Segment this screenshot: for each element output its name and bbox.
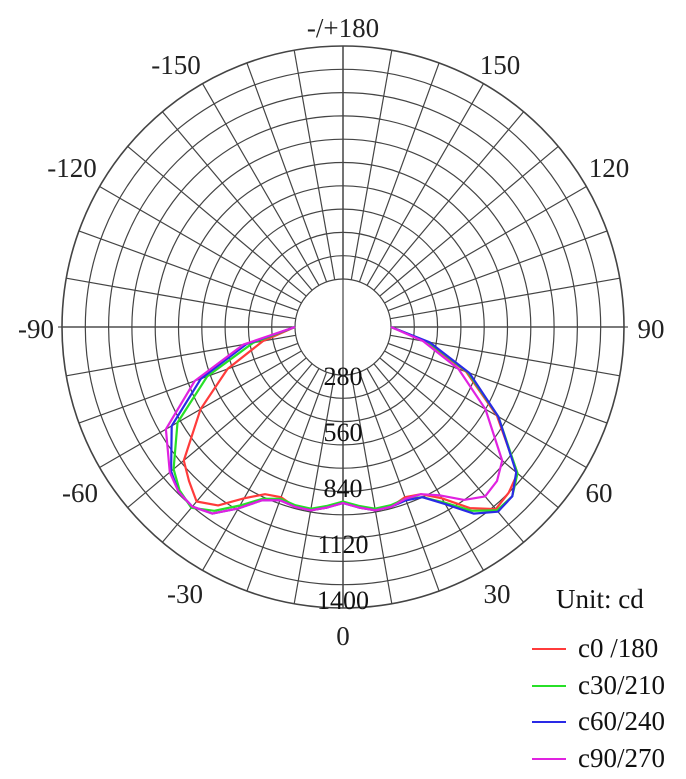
- radial-label-280: 280: [324, 362, 363, 391]
- angle-label-90: 90: [638, 314, 665, 344]
- angle-label-minus-90: -90: [18, 314, 54, 344]
- angle-label-minus-30: -30: [167, 579, 203, 609]
- legend-label-c0-180: c0 /180: [578, 633, 658, 663]
- series-layer: [164, 325, 519, 515]
- angle-label-minus-60: -60: [62, 478, 98, 508]
- angle-label-120: 120: [589, 153, 630, 183]
- angle-label-60: 60: [586, 478, 613, 508]
- legend: Unit: cd c0 /180 c30/210 c60/240 c90/270: [532, 584, 665, 773]
- angle-label-0: 0: [336, 621, 350, 651]
- angle-labels: -/+180 -150 150 -120 120 -90 90 -60 60 -…: [18, 13, 665, 651]
- polar-grid: [58, 45, 628, 609]
- angle-label-minus-150: -150: [151, 50, 201, 80]
- legend-label-c60-240: c60/240: [578, 706, 665, 736]
- radial-label-840: 840: [324, 474, 363, 503]
- radial-label-560: 560: [324, 418, 363, 447]
- angle-label-30: 30: [484, 579, 511, 609]
- legend-item-c0-180: c0 /180: [532, 633, 658, 663]
- legend-item-c60-240: c60/240: [532, 706, 665, 736]
- radial-label-1120: 1120: [317, 530, 368, 559]
- angle-label-180: -/+180: [307, 13, 379, 43]
- legend-item-c30-210: c30/210: [532, 670, 665, 700]
- legend-title: Unit: cd: [556, 584, 644, 614]
- legend-label-c30-210: c30/210: [578, 670, 665, 700]
- radial-labels: 280 560 840 1120 1400: [317, 362, 369, 615]
- radial-label-1400: 1400: [317, 586, 369, 615]
- legend-item-c90-270: c90/270: [532, 743, 665, 773]
- angle-label-minus-120: -120: [47, 153, 97, 183]
- legend-label-c90-270: c90/270: [578, 743, 665, 773]
- series-line-c90-270: [164, 325, 504, 515]
- angle-label-150: 150: [480, 50, 521, 80]
